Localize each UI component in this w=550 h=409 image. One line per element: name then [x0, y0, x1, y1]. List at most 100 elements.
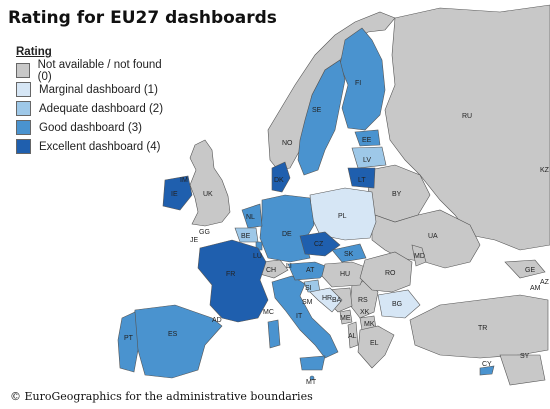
label-ee: EE: [362, 137, 372, 144]
label-im: IM: [180, 177, 188, 184]
legend-swatch: [16, 120, 31, 135]
label-uk: UK: [203, 191, 213, 198]
country-lv: [351, 146, 387, 169]
country-ru: [384, 4, 550, 251]
non-eu-land: [189, 4, 550, 386]
legend-label: Adequate dashboard (2): [39, 102, 164, 115]
country-uk: [189, 139, 231, 227]
country-mt: [309, 375, 315, 381]
label-li: LI: [286, 263, 292, 270]
label-dk: DK: [274, 177, 284, 184]
label-no: NO: [282, 140, 293, 147]
label-rs: RS: [358, 297, 368, 304]
label-be: BE: [241, 233, 251, 240]
label-am: AM: [530, 285, 541, 292]
island-sardinia: [267, 319, 281, 349]
legend-label: Excellent dashboard (4): [39, 140, 161, 153]
country-nl: [241, 203, 263, 229]
label-fi: FI: [355, 80, 361, 87]
country-md: [411, 244, 427, 267]
label-es: ES: [168, 331, 178, 338]
country-fr: [197, 239, 269, 323]
label-cy: CY: [482, 361, 492, 368]
label-ru: RU: [462, 113, 472, 120]
label-tr: TR: [478, 325, 487, 332]
legend-swatch: [16, 139, 31, 154]
country-al: [347, 321, 359, 349]
label-sy: SY: [520, 353, 530, 360]
label-se: SE: [312, 107, 322, 114]
legend-item: Not available / not found (0): [16, 58, 164, 83]
label-ge: GE: [525, 267, 535, 274]
label-hu: HU: [340, 271, 350, 278]
attribution-credit: © EuroGeographics for the administrative…: [10, 390, 313, 403]
label-md: MD: [414, 253, 425, 260]
country-hu: [321, 261, 369, 288]
label-mk: MK: [364, 321, 375, 328]
legend-item: Excellent dashboard (4): [16, 137, 164, 156]
label-lu: LU: [253, 253, 262, 260]
label-el: EL: [370, 340, 379, 347]
legend: Rating Not available / not found (0) Mar…: [10, 42, 170, 162]
label-at: AT: [306, 267, 315, 274]
label-fr: FR: [226, 271, 235, 278]
country-fi: [339, 27, 386, 131]
legend-item: Good dashboard (3): [16, 118, 164, 137]
country-code-labels: RU FI SE NO EE LV LT BY PL DE DK NL BE L…: [124, 80, 550, 386]
country-tr: [409, 294, 549, 359]
country-ro: [359, 251, 413, 293]
label-ch: CH: [266, 267, 276, 274]
label-si: SI: [305, 285, 312, 292]
label-ie: IE: [171, 191, 178, 198]
country-se: [297, 59, 346, 176]
label-je: JE: [190, 237, 199, 244]
label-mc: MC: [263, 309, 274, 316]
country-cy: [479, 365, 495, 376]
legend-label: Marginal dashboard (1): [39, 83, 158, 96]
label-pt: PT: [124, 335, 134, 342]
label-pl: PL: [338, 213, 347, 220]
legend-item: Marginal dashboard (1): [16, 80, 164, 99]
label-it: IT: [296, 313, 303, 320]
label-by: BY: [392, 191, 402, 198]
label-gg: GG: [199, 229, 210, 236]
country-sy: [499, 354, 546, 386]
label-al: AL: [348, 333, 357, 340]
country-ua: [371, 209, 481, 269]
label-mt: MT: [306, 379, 317, 386]
label-lt: LT: [358, 177, 366, 184]
legend-item: Adequate dashboard (2): [16, 99, 164, 118]
label-sm: SM: [302, 299, 313, 306]
label-sk: SK: [344, 251, 354, 258]
label-az: AZ: [540, 279, 550, 286]
legend-swatch: [16, 63, 30, 78]
label-lv: LV: [363, 157, 371, 164]
eu-countries: [117, 27, 495, 381]
country-me: [339, 309, 353, 325]
label-ua: UA: [428, 233, 438, 240]
island-sicily: [299, 355, 326, 371]
legend-label: Not available / not found (0): [37, 58, 162, 83]
map-title: Rating for EU27 dashboards: [8, 8, 277, 28]
country-bg: [377, 289, 421, 319]
label-ro: RO: [385, 270, 396, 277]
label-ba: BA: [332, 297, 342, 304]
country-es: [131, 304, 223, 379]
country-hr: [309, 287, 343, 313]
label-hr: HR: [322, 295, 332, 302]
legend-title: Rating: [16, 46, 52, 58]
country-dk: [271, 161, 291, 193]
country-ie: [162, 175, 193, 211]
country-ee: [354, 129, 381, 147]
country-de: [259, 194, 315, 263]
country-lt: [347, 167, 376, 189]
label-cz: CZ: [314, 241, 324, 248]
legend-swatch: [16, 101, 31, 116]
country-el: [357, 325, 395, 369]
label-kz: KZ: [540, 167, 550, 174]
label-de: DE: [282, 231, 292, 238]
legend-label: Good dashboard (3): [39, 121, 142, 134]
label-me: ME: [340, 315, 351, 322]
